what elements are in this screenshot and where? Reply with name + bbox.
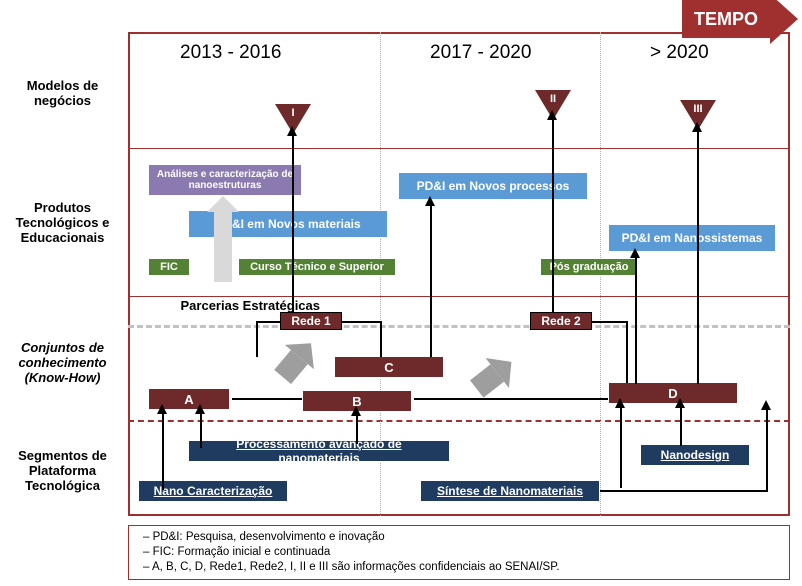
line (200, 412, 202, 448)
line (592, 321, 628, 323)
box-d: D (608, 382, 738, 404)
line (356, 414, 358, 444)
line (766, 408, 768, 490)
box-navy-4: Nanodesign (640, 444, 750, 466)
legend-line-2: FIC: Formação inicial e continuada (143, 545, 775, 560)
rede-2: Rede 2 (530, 312, 592, 330)
box-c: C (334, 356, 444, 378)
legend-box: PD&I: Pesquisa, desenvolvimento e inovaç… (128, 525, 790, 580)
divider-1 (128, 148, 790, 149)
line (697, 130, 699, 384)
period-1: 2013 - 2016 (180, 42, 281, 64)
arrow (630, 248, 640, 258)
box-green-3: Pós graduação (540, 258, 638, 276)
triangle-3-label: III (680, 103, 716, 115)
pale-arrow-1 (214, 212, 232, 282)
row-label-2: Produtos Tecnológicos e Educacionais (0, 200, 125, 245)
diagram-wrapper: TEMPO 2013 - 2016 2017 - 2020 > 2020 Mod… (0, 0, 802, 586)
line (256, 321, 258, 357)
line (162, 412, 164, 490)
triangle-1-label: I (275, 107, 311, 119)
box-green-1: FIC (148, 258, 190, 276)
period-3: > 2020 (650, 42, 709, 64)
line (292, 134, 294, 312)
line (342, 321, 382, 323)
arrow (287, 126, 297, 136)
divider-2 (128, 296, 790, 297)
triangle-2-label: II (535, 93, 571, 105)
arrow (761, 400, 771, 410)
line (620, 406, 622, 488)
period-2: 2017 - 2020 (430, 42, 531, 64)
arrow (675, 398, 685, 408)
divider-dashdot (128, 420, 790, 422)
line (256, 321, 280, 323)
row-label-3: Parcerias Estratégicas (0, 298, 320, 313)
line (680, 406, 682, 446)
arrow (547, 110, 557, 120)
legend-line-3: A, B, C, D, Rede1, Rede2, I, II e III sã… (143, 560, 775, 575)
box-navy-2: Nano Caracterização (138, 480, 288, 502)
arrow (157, 404, 167, 414)
line (380, 321, 382, 357)
box-navy-3: Síntese de Nanomateriais (420, 480, 600, 502)
line (232, 398, 302, 400)
row-label-1: Modelos de negócios (0, 78, 125, 108)
line (600, 490, 768, 492)
row-label-5: Segmentos de Plataforma Tecnológica (0, 448, 125, 493)
box-purple-1: Análises e caracterização de nanoestrutu… (148, 164, 302, 196)
line (635, 256, 637, 384)
line (414, 398, 608, 400)
divider-grey (128, 325, 790, 328)
arrow (692, 122, 702, 132)
row-label-4: Conjuntos de conhecimento (Know-How) (0, 340, 125, 385)
arrow (615, 398, 625, 408)
line (430, 204, 432, 357)
rede-1: Rede 1 (280, 312, 342, 330)
arrow (425, 196, 435, 206)
arrow (351, 406, 361, 416)
line (552, 118, 554, 312)
box-green-2: Curso Técnico e Superior (238, 258, 396, 276)
arrow (195, 404, 205, 414)
legend-line-1: PD&I: Pesquisa, desenvolvimento e inovaç… (143, 530, 775, 545)
line (626, 321, 628, 383)
box-navy-1: Processamento avançado de nanomateriais (188, 440, 450, 462)
